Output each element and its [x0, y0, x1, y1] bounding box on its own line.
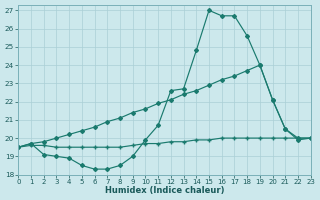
X-axis label: Humidex (Indice chaleur): Humidex (Indice chaleur) — [105, 186, 224, 195]
